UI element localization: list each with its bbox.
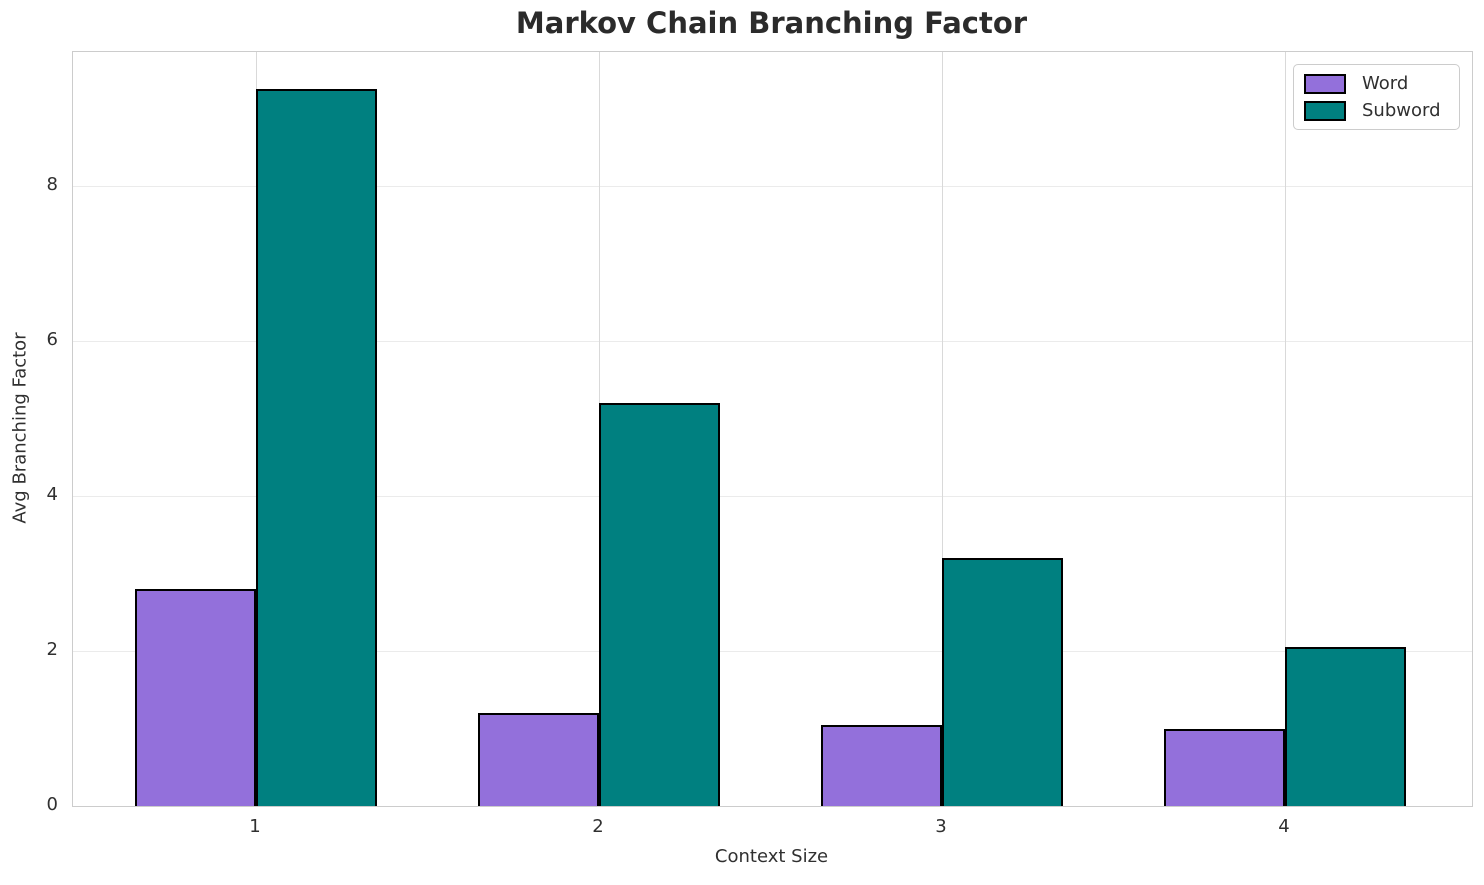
bar-word-4	[1164, 728, 1285, 806]
legend-label-subword: Subword	[1362, 100, 1441, 121]
gridline-x-3	[942, 52, 943, 806]
gridline-y-8	[73, 186, 1472, 188]
bar-word-3	[821, 724, 942, 806]
gridline-y-4	[73, 496, 1472, 498]
legend-swatch-word	[1304, 73, 1346, 94]
gridline-x-4	[1285, 52, 1286, 806]
x-tick-label-2: 2	[592, 816, 604, 837]
bar-subword-3	[942, 558, 1063, 806]
y-tick-label-6: 6	[46, 329, 58, 351]
gridline-y-6	[73, 341, 1472, 343]
legend: Word Subword	[1293, 64, 1460, 130]
chart-title: Markov Chain Branching Factor	[515, 6, 1028, 40]
bar-subword-1	[256, 89, 377, 806]
y-tick-label-2: 2	[46, 639, 58, 660]
legend-label-word: Word	[1362, 73, 1409, 94]
legend-row-subword: Subword	[1304, 100, 1449, 121]
x-tick-label-4: 4	[1278, 816, 1290, 837]
legend-row-word: Word	[1304, 73, 1449, 94]
plot-area	[72, 51, 1473, 807]
bar-subword-4	[1285, 647, 1406, 806]
y-tick-label-8: 8	[46, 174, 58, 196]
y-tick-label-0: 0	[46, 794, 58, 815]
bar-word-1	[135, 589, 256, 806]
bar-word-2	[478, 713, 599, 806]
x-tick-label-3: 3	[935, 816, 947, 837]
y-tick-label-4: 4	[46, 484, 58, 506]
gridline-y-2	[73, 651, 1472, 652]
bar-subword-2	[599, 403, 720, 806]
x-axis-label: Context Size	[714, 846, 829, 867]
legend-swatch-subword	[1304, 100, 1346, 121]
x-tick-label-1: 1	[249, 816, 261, 837]
